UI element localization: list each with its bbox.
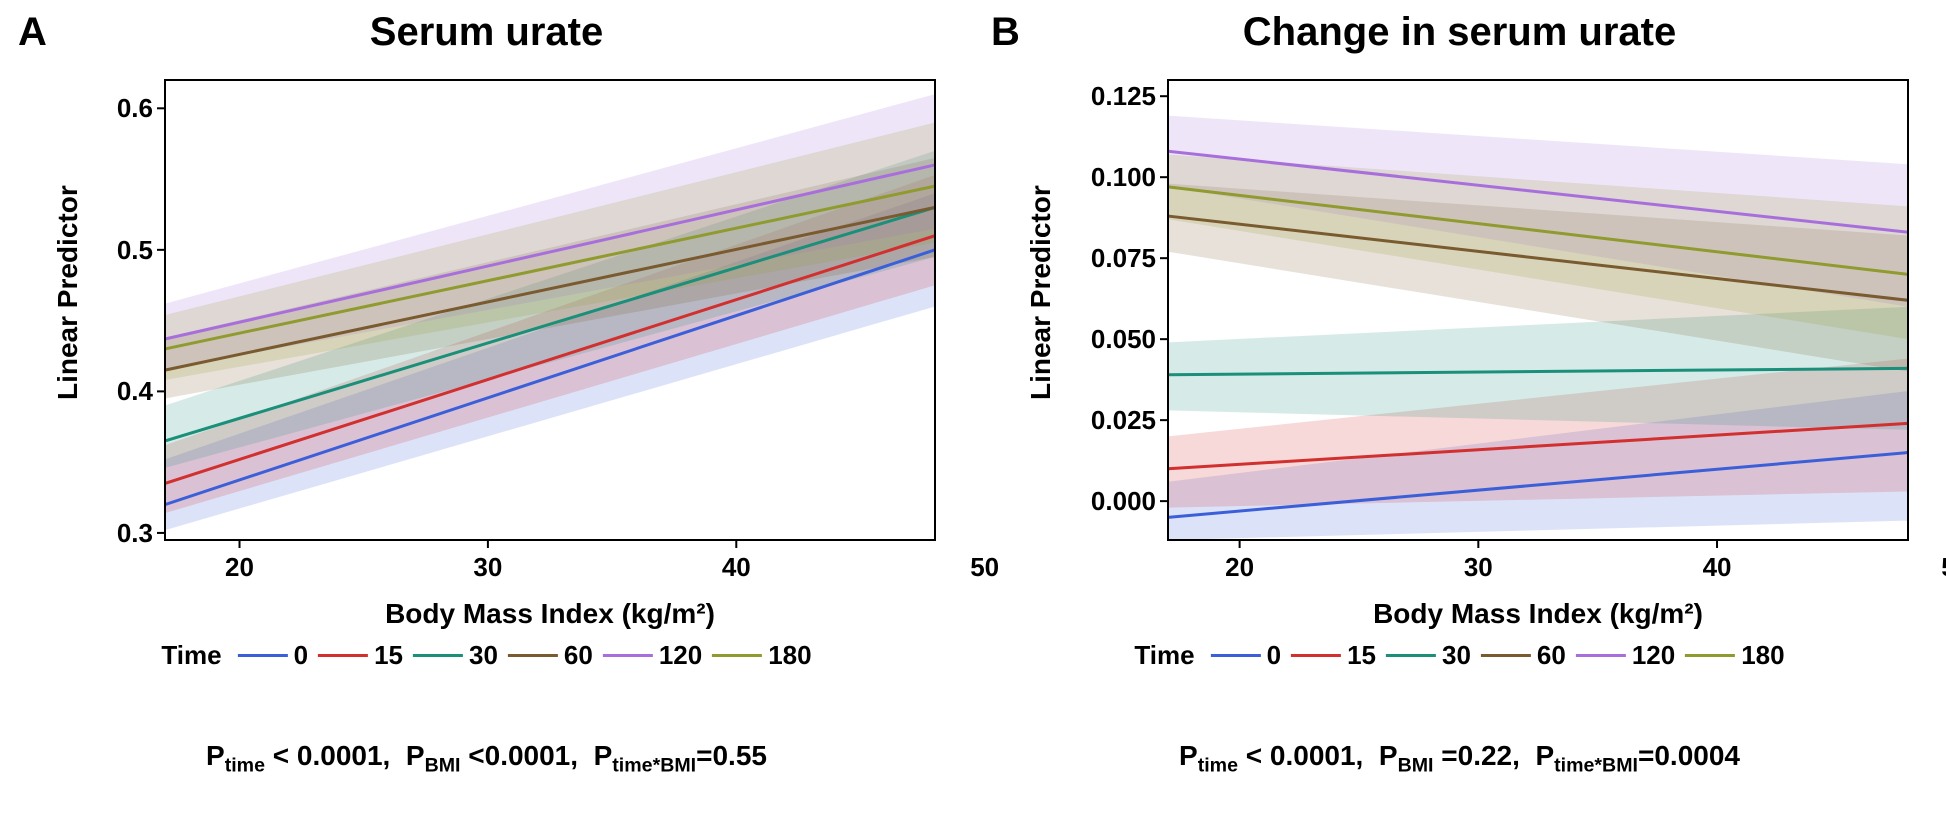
legend-item-60: 60 [1481, 640, 1566, 671]
panel-a-legend: Time 0 15 30 60 120 180 [161, 640, 811, 671]
ytick-label: 0.5 [75, 235, 153, 266]
legend-title: Time [1134, 640, 1194, 671]
legend-line-icon [1211, 654, 1261, 657]
legend-line-icon [1576, 654, 1626, 657]
legend-line-icon [508, 654, 558, 657]
xtick-label: 20 [1225, 552, 1254, 583]
legend-item-15: 15 [318, 640, 403, 671]
figure: A Serum urate Linear Predictor Body Mass… [0, 0, 1946, 814]
legend-item-180: 180 [712, 640, 811, 671]
ytick-label: 0.050 [1078, 324, 1156, 355]
legend-item-label: 30 [469, 640, 498, 671]
panel-a-plot [165, 80, 935, 540]
legend-line-icon [318, 654, 368, 657]
legend-item-label: 30 [1442, 640, 1471, 671]
legend-line-icon [1481, 654, 1531, 657]
legend-line-icon [603, 654, 653, 657]
legend-item-0: 0 [1211, 640, 1281, 671]
legend-item-label: 0 [294, 640, 308, 671]
ytick-label: 0.125 [1078, 81, 1156, 112]
legend-item-30: 30 [413, 640, 498, 671]
legend-item-label: 0 [1267, 640, 1281, 671]
legend-item-label: 120 [1632, 640, 1675, 671]
ytick-label: 0.000 [1078, 486, 1156, 517]
panel-b-legend: Time 0 15 30 60 120 180 [1134, 640, 1784, 671]
ytick-label: 0.100 [1078, 162, 1156, 193]
panel-b-xlabel: Body Mass Index (kg/m²) [1168, 598, 1908, 630]
xtick-label: 20 [225, 552, 254, 583]
legend-line-icon [413, 654, 463, 657]
legend-item-120: 120 [1576, 640, 1675, 671]
xtick-label: 40 [1703, 552, 1732, 583]
ytick-label: 0.075 [1078, 243, 1156, 274]
panel-a-title: Serum urate [0, 10, 973, 55]
legend-item-label: 15 [374, 640, 403, 671]
legend-item-label: 180 [768, 640, 811, 671]
xtick-label: 40 [722, 552, 751, 583]
legend-item-180: 180 [1685, 640, 1784, 671]
ytick-label: 0.6 [75, 93, 153, 124]
legend-item-label: 15 [1347, 640, 1376, 671]
legend-line-icon [1685, 654, 1735, 657]
panel-a: A Serum urate Linear Predictor Body Mass… [0, 0, 973, 814]
panel-b: B Change in serum urate Linear Predictor… [973, 0, 1946, 814]
legend-item-30: 30 [1386, 640, 1471, 671]
legend-item-15: 15 [1291, 640, 1376, 671]
panel-a-stats: Ptime < 0.0001, PBMI <0.0001, Ptime*BMI=… [0, 740, 973, 778]
xtick-label: 50 [1941, 552, 1946, 583]
legend-item-120: 120 [603, 640, 702, 671]
panel-b-ylabel: Linear Predictor [1025, 185, 1057, 400]
legend-item-60: 60 [508, 640, 593, 671]
ytick-label: 0.4 [75, 376, 153, 407]
legend-item-label: 60 [1537, 640, 1566, 671]
legend-title: Time [161, 640, 221, 671]
legend-item-0: 0 [238, 640, 308, 671]
panel-b-stats: Ptime < 0.0001, PBMI =0.22, Ptime*BMI=0.… [973, 740, 1946, 778]
ytick-label: 0.3 [75, 518, 153, 549]
legend-item-label: 180 [1741, 640, 1784, 671]
xtick-label: 30 [473, 552, 502, 583]
legend-item-label: 120 [659, 640, 702, 671]
panel-a-xlabel: Body Mass Index (kg/m²) [165, 598, 935, 630]
legend-line-icon [238, 654, 288, 657]
legend-line-icon [712, 654, 762, 657]
panel-b-title: Change in serum urate [973, 10, 1946, 55]
legend-item-label: 60 [564, 640, 593, 671]
legend-line-icon [1386, 654, 1436, 657]
xtick-label: 30 [1464, 552, 1493, 583]
ytick-label: 0.025 [1078, 405, 1156, 436]
panel-a-ylabel: Linear Predictor [52, 185, 84, 400]
legend-line-icon [1291, 654, 1341, 657]
panel-b-plot [1168, 80, 1908, 540]
